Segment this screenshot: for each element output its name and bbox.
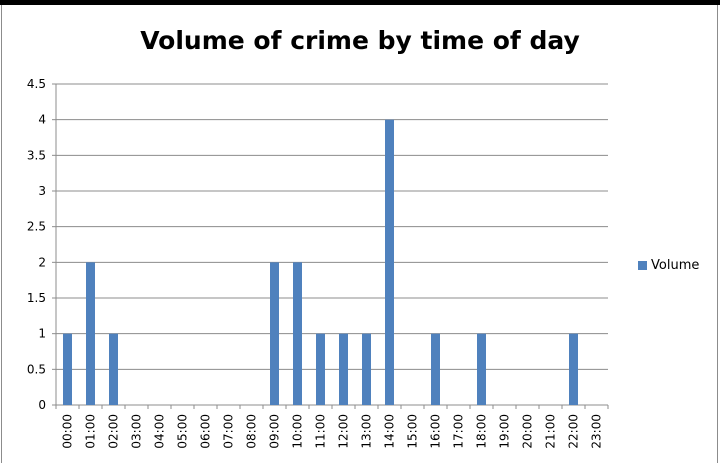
legend-swatch-volume [638,261,647,270]
bar-1400 [385,119,394,406]
x-tick-label: 00:00 [61,414,75,449]
x-tick-label: 07:00 [222,414,236,449]
bar-1100 [316,333,325,405]
bar-1000 [293,262,302,405]
y-tick-label: 0 [38,398,46,412]
chart-frame [1,5,718,463]
legend-label-volume: Volume [651,258,700,273]
bar-1300 [362,333,371,405]
x-tick-label: 22:00 [567,414,581,449]
y-tick-label: 1.5 [27,291,46,305]
legend: Volume [638,258,699,273]
x-tick-label: 20:00 [521,414,535,449]
x-tick-label: 12:00 [337,414,351,449]
x-tick-label: 08:00 [245,414,259,449]
x-tick-label: 10:00 [291,414,305,449]
x-tick-label: 14:00 [383,414,397,449]
y-tick-label: 4.5 [27,77,46,91]
y-tick-label: 4 [38,113,46,127]
x-tick-label: 01:00 [84,414,98,449]
x-tick-label: 06:00 [199,414,213,449]
chart-title: Volume of crime by time of day [140,26,580,55]
x-tick-label: 05:00 [176,414,190,449]
x-tick-label: 11:00 [314,414,328,449]
x-tick-label: 04:00 [153,414,167,449]
bar-2200 [569,333,578,405]
bar-1600 [431,333,440,405]
y-tick-label: 1 [38,327,46,341]
x-tick-label: 19:00 [498,414,512,449]
bar-0900 [270,262,279,405]
x-tick-label: 13:00 [360,414,374,449]
y-tick-label: 3.5 [27,148,46,162]
x-tick-label: 09:00 [268,414,282,449]
bar-0100 [86,262,95,405]
x-tick-label: 02:00 [107,414,121,449]
top-border [0,0,720,5]
y-tick-label: 0.5 [27,362,46,376]
bar-0200 [109,333,118,405]
x-tick-label: 17:00 [452,414,466,449]
x-tick-label: 18:00 [475,414,489,449]
y-tick-label: 2 [38,255,46,269]
bar-1200 [339,333,348,405]
bar-0000 [63,333,72,405]
x-tick-label: 21:00 [544,414,558,449]
y-tick-label: 3 [38,184,46,198]
x-tick-label: 15:00 [406,414,420,449]
bar-1800 [477,333,486,405]
x-tick-label: 16:00 [429,414,443,449]
y-tick-label: 2.5 [27,220,46,234]
x-tick-label: 03:00 [130,414,144,449]
x-tick-label: 23:00 [590,414,604,449]
